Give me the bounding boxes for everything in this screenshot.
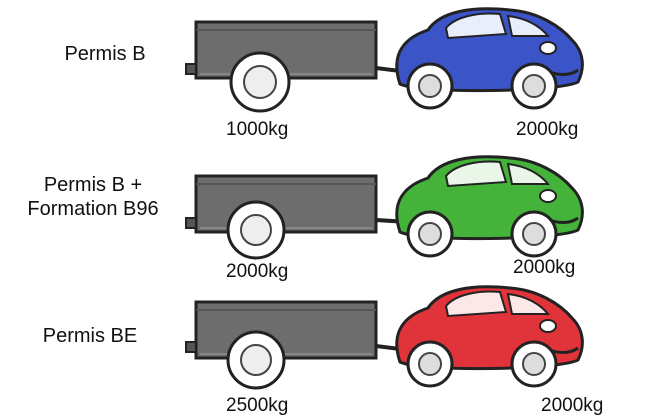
license-line1: Permis BE bbox=[42, 325, 138, 347]
trailer-icon bbox=[185, 174, 409, 234]
row-permis-b: Permis B 1000kg 2000kg bbox=[0, 0, 654, 140]
trailer-icon bbox=[185, 20, 409, 80]
trailer-weight: 2000kg bbox=[226, 261, 289, 282]
row-permis-be: Permis BE 2500kg 2000kg bbox=[0, 280, 654, 420]
car-with-trailer-illustration bbox=[185, 285, 584, 390]
row-permis-b-b96: Permis B + Formation B96 2000kg 2000kg bbox=[0, 140, 654, 282]
car-weight: 2000kg bbox=[541, 395, 604, 416]
car-with-trailer-illustration bbox=[185, 155, 584, 260]
car-weight: 2000kg bbox=[513, 257, 576, 278]
car-icon bbox=[395, 155, 584, 258]
car-weight: 2000kg bbox=[516, 119, 579, 140]
wheel-icon bbox=[229, 51, 291, 113]
license-label: Permis B bbox=[50, 42, 160, 66]
car-icon bbox=[395, 7, 584, 110]
wheel-icon bbox=[226, 330, 286, 390]
license-line1: Permis B bbox=[64, 43, 146, 65]
license-label: Permis B + Formation B96 bbox=[18, 173, 168, 221]
license-line2: Formation B96 bbox=[27, 198, 159, 220]
license-label: Permis BE bbox=[30, 324, 150, 348]
trailer-weight: 1000kg bbox=[226, 119, 289, 140]
trailer-weight: 2500kg bbox=[226, 395, 289, 416]
car-with-trailer-illustration bbox=[185, 7, 584, 113]
license-line1: Permis B + bbox=[43, 174, 143, 196]
wheel-icon bbox=[226, 200, 286, 260]
trailer-icon bbox=[185, 300, 409, 360]
car-icon bbox=[395, 285, 584, 388]
